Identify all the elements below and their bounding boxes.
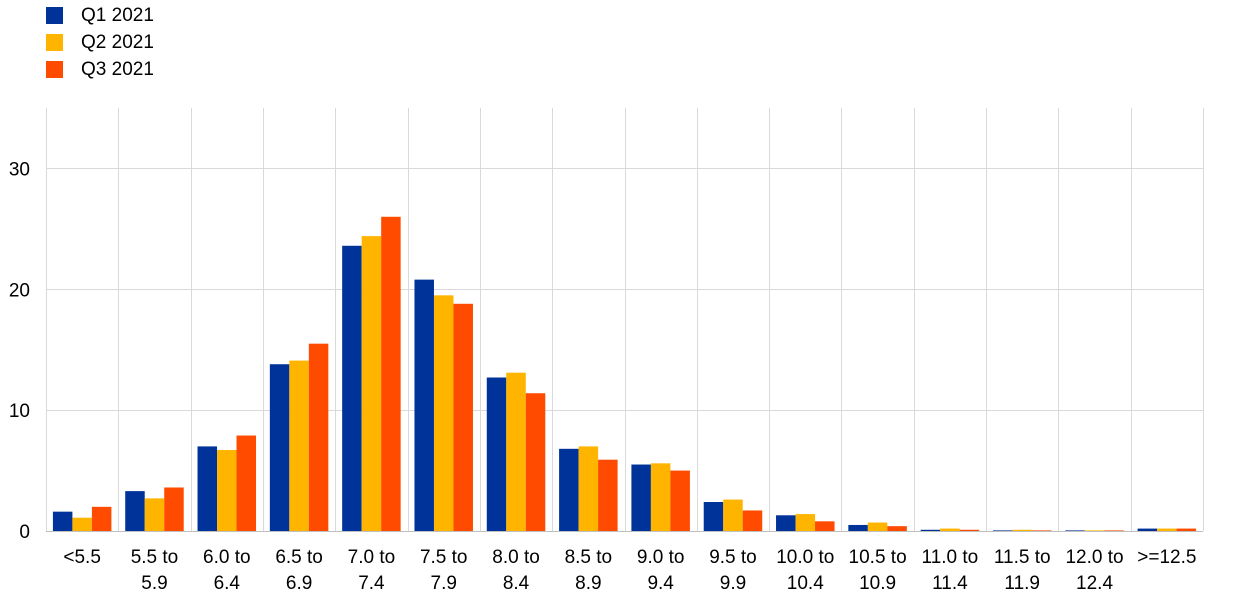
bar	[578, 446, 599, 531]
legend-label-q1: Q1 2021	[81, 4, 154, 26]
bar	[308, 343, 329, 531]
bar	[525, 393, 546, 531]
x-tick-label: 10.0 to 10.4	[776, 547, 834, 594]
bar	[848, 524, 868, 531]
bar	[887, 526, 907, 531]
bar	[1157, 528, 1177, 531]
bar	[1031, 530, 1052, 531]
bar	[217, 450, 237, 531]
x-tick-label: 7.5 to 7.9	[420, 547, 468, 594]
legend: Q1 2021 Q2 2021 Q3 2021	[46, 2, 154, 83]
bar	[795, 514, 816, 531]
bar	[1104, 530, 1124, 531]
bar	[236, 435, 257, 531]
bar	[433, 295, 454, 531]
x-tick-label: 12.0 to 12.4	[1065, 547, 1123, 594]
bar	[598, 459, 618, 531]
bar	[992, 530, 1013, 531]
bar	[269, 364, 290, 531]
bar	[742, 510, 763, 531]
bar	[559, 448, 579, 531]
bar	[650, 463, 671, 531]
bar	[703, 501, 724, 531]
bar	[91, 506, 112, 531]
bar	[1084, 530, 1105, 531]
bar	[144, 498, 165, 531]
bar	[361, 236, 382, 532]
legend-swatch-q2	[46, 34, 63, 51]
bar	[197, 446, 218, 531]
x-tick-label: 8.5 to 8.9	[565, 547, 613, 594]
legend-swatch-q1	[46, 7, 63, 24]
y-tick-label: 0	[19, 522, 30, 543]
bar	[506, 372, 526, 531]
bar	[381, 216, 401, 531]
bar	[920, 529, 941, 531]
x-tick-label: >=12.5	[1137, 547, 1196, 568]
y-tick-label: 20	[9, 280, 30, 301]
bar	[670, 470, 690, 531]
x-tick-label: 11.5 to 11.9	[994, 547, 1051, 594]
bar	[72, 517, 92, 531]
bar	[1176, 528, 1197, 531]
bar	[289, 360, 309, 531]
bar	[867, 522, 888, 531]
bar	[776, 515, 796, 531]
bar	[1137, 528, 1158, 531]
bar	[125, 491, 145, 531]
x-tick-label: 9.0 to 9.4	[637, 547, 685, 594]
x-tick-label: 10.5 to 10.9	[849, 547, 907, 594]
bar	[1012, 529, 1032, 531]
legend-item-q1: Q1 2021	[46, 2, 154, 29]
bar	[164, 487, 184, 531]
bar	[1065, 530, 1085, 531]
x-tick-label: 9.5 to 9.9	[709, 547, 757, 594]
bar	[723, 499, 743, 531]
bar	[342, 245, 362, 531]
bar	[52, 511, 73, 531]
bar	[815, 521, 835, 531]
x-tick-label: 8.0 to 8.4	[492, 547, 540, 594]
y-tick-label: 10	[9, 401, 30, 422]
legend-swatch-q3	[46, 61, 63, 78]
bar	[414, 279, 434, 531]
x-tick-label: 7.0 to 7.4	[348, 547, 396, 594]
legend-item-q3: Q3 2021	[46, 56, 154, 83]
x-tick-label: <5.5	[63, 547, 101, 568]
legend-item-q2: Q2 2021	[46, 29, 154, 56]
x-tick-label: 6.0 to 6.4	[203, 547, 251, 594]
legend-label-q2: Q2 2021	[81, 31, 154, 53]
x-tick-label: 6.5 to 6.9	[275, 547, 323, 594]
x-tick-label: 11.0 to 11.4	[922, 547, 979, 594]
x-tick-label: 5.5 to 5.9	[131, 547, 179, 594]
bar	[486, 377, 507, 531]
bar	[631, 464, 651, 531]
bar	[453, 303, 473, 531]
y-tick-label: 30	[9, 159, 30, 180]
legend-label-q3: Q3 2021	[81, 58, 154, 80]
bar	[959, 529, 980, 531]
bar	[940, 528, 960, 531]
